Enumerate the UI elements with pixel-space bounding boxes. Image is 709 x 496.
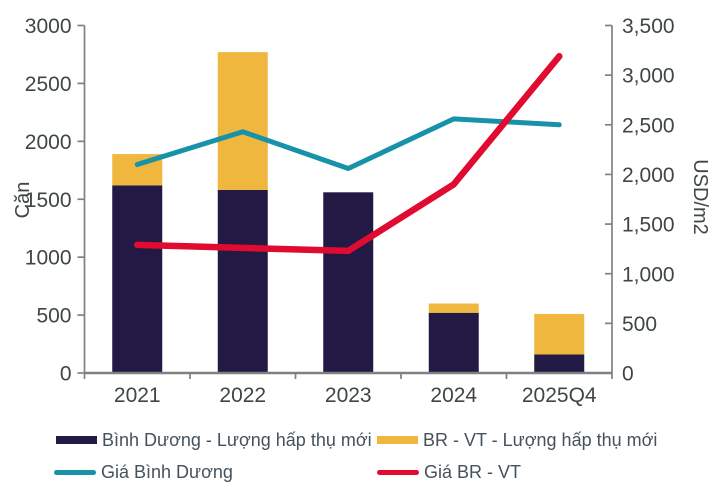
legend-swatch-brvt-absorption	[377, 436, 418, 444]
right-axis-tick-label: 500	[622, 313, 657, 336]
legend-label-binh-duong-absorption: Bình Dương - Lượng hấp thụ mới	[102, 429, 372, 450]
legend-label-brvt-absorption: BR - VT - Lượng hấp thụ mới	[423, 429, 658, 450]
left-axis-tick-label: 500	[36, 305, 71, 328]
left-axis-tick-label: 0	[60, 363, 72, 386]
right-axis-tick-label: 2,500	[622, 114, 675, 137]
bar-segment-series0-2022	[217, 189, 268, 373]
left-axis-tick-label: 2500	[25, 73, 72, 96]
bar-segment-series0-2021	[112, 185, 163, 373]
right-axis-tick-label: 1,000	[622, 263, 675, 286]
right-axis-tick-label: 3,000	[622, 65, 675, 88]
legend-item-gia-brvt: Giá BR - VT	[377, 462, 521, 482]
bar-segment-series1-2024	[428, 303, 479, 313]
legend-item-binh-duong-absorption: Bình Dương - Lượng hấp thụ mới	[56, 430, 372, 450]
right-axis-tick-label: 2,000	[622, 164, 675, 187]
right-axis-title: USD/m2	[689, 159, 709, 235]
legend-item-brvt-absorption: BR - VT - Lượng hấp thụ mới	[377, 430, 657, 450]
line-series-0	[134, 116, 562, 171]
x-axis-label-2023: 2023	[325, 384, 372, 407]
left-axis-tick-label: 1000	[25, 247, 72, 270]
right-axis-tick-label: 1,500	[622, 214, 675, 237]
right-axis-tick-label: 3,500	[622, 15, 675, 38]
left-axis-tick-label: 1500	[25, 189, 72, 212]
x-axis-label-2022: 2022	[219, 384, 266, 407]
legend-swatch-gia-binh-duong	[54, 469, 96, 475]
left-axis-title: Căn	[12, 182, 34, 219]
x-axis-label-2025Q4: 2025Q4	[522, 384, 597, 407]
x-axis-label-2024: 2024	[430, 384, 477, 407]
bar-segment-series1-2025Q4	[534, 313, 585, 355]
left-axis-tick-label: 2000	[25, 131, 72, 154]
x-axis-label-2021: 2021	[114, 384, 161, 407]
bar-segment-series0-2024	[428, 312, 479, 373]
left-axis-tick-label: 3000	[25, 15, 72, 38]
bar-segment-series0-2023	[323, 192, 374, 373]
legend-label-gia-binh-duong: Giá Bình Dương	[101, 461, 233, 482]
bar-segment-series1-2022	[217, 52, 268, 190]
bar-segment-series0-2025Q4	[534, 354, 585, 373]
legend-swatch-gia-brvt	[377, 469, 419, 475]
line-series-1	[134, 53, 563, 255]
legend-label-gia-brvt: Giá BR - VT	[424, 461, 522, 482]
legend-swatch-binh-duong-absorption	[56, 436, 97, 444]
right-axis-tick-label: 0	[622, 363, 634, 386]
legend-item-gia-binh-duong: Giá Bình Dương	[54, 462, 233, 482]
